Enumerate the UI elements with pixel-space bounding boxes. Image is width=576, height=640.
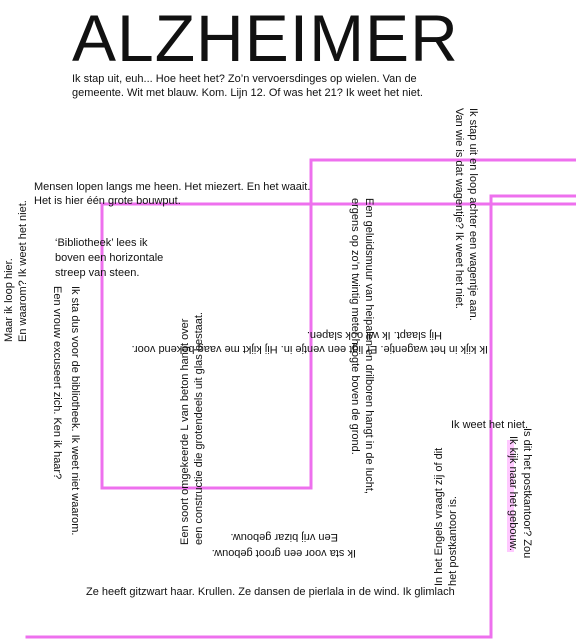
left-vertical-2: En waarom? Ik weet het niet. [17,200,29,342]
english-line-2: het postkantoor is. [447,496,459,586]
intro-line-1: Ik stap uit, euh... Hoe heet het? Zo’n v… [72,73,417,85]
english-line-1: In het Engels vraagt zij of dit [433,447,445,586]
noise-line-1: Een geluidsmuur van heipalen en drilbore… [363,198,375,494]
route-line-upper [100,158,576,490]
left-vertical-1: Maar ik loop hier. [3,258,15,342]
stroller-line-2: Van wie is dat wagentje? Ik weet het nie… [453,108,465,309]
route-line-lower [25,194,576,639]
library-line-1: ‘Bibliotheek’ lees ik [55,237,148,249]
intro-line-2: gemeente. Wit met blauw. Kom. Lijn 12. O… [72,87,423,99]
page-title: ALZHEIMER [72,1,459,75]
people-line-2: Het is hier één grote bouwput. [34,195,181,207]
postoffice-line-2: Ik kijk naar het gebouw. [507,436,519,551]
stroller-line-1: Ik stap uit en loop achter een wagentje … [467,108,479,321]
postoffice-line-1: Is dit het postkantoor? Zou [521,428,533,559]
noise-line-2: ergens op zo’n twintig meter hoogte bove… [349,198,361,455]
hair-line: Ze heeft gitzwart haar. Krullen. Ze dans… [86,586,455,598]
library-front-1: Ik sta dus voor de bibliotheek. Ik weet … [69,286,81,536]
dont-know-text: Ik weet het niet. [451,419,529,431]
big-building-line-1: Ik sta voor een groot gebouw. [211,547,356,559]
stroller-look-line-1: Ik kijk in het wagentje. Er ligt een ven… [131,343,488,355]
big-building-line-2: Een vrij bizar gebouw. [230,531,338,543]
people-line-1: Mensen lopen langs me heen. Het miezert.… [34,181,311,193]
library-line-2: boven een horizontale [55,252,164,264]
library-front-2: Een vrouw excuseert zich. Ken ik haar? [51,286,63,480]
text-highlight [507,440,514,552]
library-line-3: streep van steen. [55,267,140,279]
